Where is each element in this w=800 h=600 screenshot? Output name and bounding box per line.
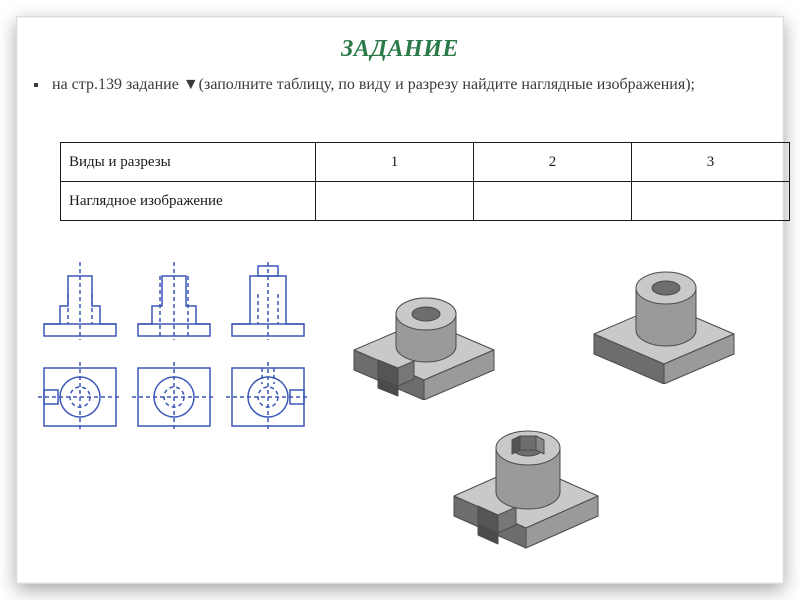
page-title: ЗАДАНИЕ [0,36,800,63]
bullet-icon [34,83,38,87]
cell-header-1: 1 [316,143,474,182]
cell-answer-1[interactable] [316,182,474,221]
table-row: Виды и разрезы 1 2 3 [61,143,790,182]
iso-part-c [430,400,610,550]
table-row: Наглядное изображение [61,182,790,221]
instruction-content: на стр.139 задание ▼(заполните таблицу, … [52,76,695,93]
cell-answer-3[interactable] [632,182,790,221]
match-table: Виды и разрезы 1 2 3 Наглядное изображен… [60,142,790,221]
technical-drawings-grid [34,254,314,444]
cell-header-3: 3 [632,143,790,182]
instruction-text: на стр.139 задание ▼(заполните таблицу, … [34,74,760,96]
iso-part-b [574,244,744,384]
cell-header-rowlabel: Виды и разрезы [61,143,316,182]
cell-header-2: 2 [474,143,632,182]
iso-part-a [334,260,504,400]
cell-answer-2[interactable] [474,182,632,221]
slide: ЗАДАНИЕ на стр.139 задание ▼(заполните т… [0,0,800,600]
cell-row2-label: Наглядное изображение [61,182,316,221]
